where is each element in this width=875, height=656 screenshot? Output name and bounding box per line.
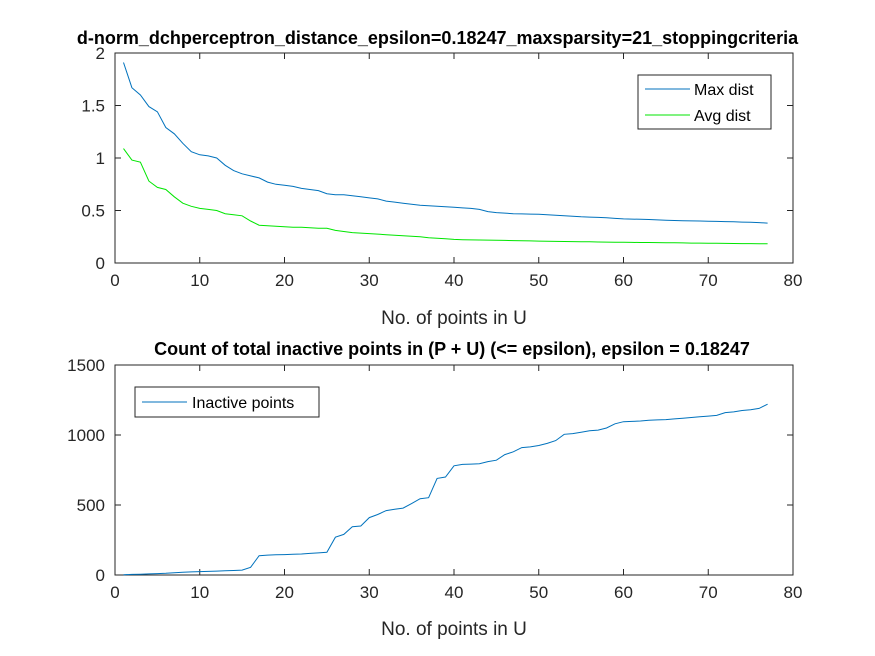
y-tick-label: 1.5 bbox=[81, 97, 105, 116]
x-tick-label: 70 bbox=[699, 271, 718, 290]
legend: Inactive points bbox=[134, 386, 320, 418]
x-tick-label: 20 bbox=[275, 271, 294, 290]
x-tick-label: 30 bbox=[360, 271, 379, 290]
legend-label-inactive-points: Inactive points bbox=[192, 395, 294, 412]
y-tick-label: 500 bbox=[77, 496, 105, 515]
x-tick-label: 0 bbox=[110, 271, 119, 290]
x-tick-label: 50 bbox=[529, 583, 548, 602]
legend-label-avg-dist: Avg dist bbox=[694, 108, 751, 125]
y-tick-label: 1 bbox=[96, 149, 105, 168]
x-tick-label: 60 bbox=[614, 583, 633, 602]
x-tick-label: 60 bbox=[614, 271, 633, 290]
x-tick-label: 20 bbox=[275, 583, 294, 602]
legend-box bbox=[637, 74, 772, 130]
y-tick-label: 1500 bbox=[67, 356, 105, 375]
y-tick-label: 2 bbox=[96, 44, 105, 63]
axis-ticks: 0 10 20 30 40 50 60 70 80 0 0.5 1 1.5 2 bbox=[81, 44, 802, 290]
max-avg-distance-chart: d-norm_dchperceptron_distance_epsilon=0.… bbox=[77, 28, 803, 329]
x-tick-label: 80 bbox=[784, 271, 803, 290]
x-tick-label: 10 bbox=[190, 583, 209, 602]
y-tick-label: 0 bbox=[96, 566, 105, 585]
x-axis-label: No. of points in U bbox=[381, 619, 527, 640]
inactive-points-chart: Count of total inactive points in (P + U… bbox=[67, 339, 802, 640]
axis-ticks: 0 10 20 30 40 50 60 70 80 0 500 1000 1500 bbox=[67, 356, 802, 602]
x-tick-label: 40 bbox=[445, 583, 464, 602]
series-layer bbox=[123, 62, 768, 245]
x-tick-label: 80 bbox=[784, 583, 803, 602]
legend-label-max-dist: Max dist bbox=[694, 82, 754, 99]
chart-title: Count of total inactive points in (P + U… bbox=[154, 339, 750, 359]
x-tick-label: 0 bbox=[110, 583, 119, 602]
series-layer bbox=[123, 403, 768, 576]
chart-title: d-norm_dchperceptron_distance_epsilon=0.… bbox=[77, 28, 799, 48]
x-axis-label: No. of points in U bbox=[381, 308, 527, 329]
x-tick-label: 70 bbox=[699, 583, 718, 602]
series-line-max-dist bbox=[123, 62, 768, 224]
y-tick-label: 1000 bbox=[67, 426, 105, 445]
y-tick-label: 0 bbox=[96, 254, 105, 273]
y-tick-label: 0.5 bbox=[81, 202, 105, 221]
x-tick-label: 40 bbox=[445, 271, 464, 290]
x-tick-label: 10 bbox=[190, 271, 209, 290]
series-line-inactive-points bbox=[123, 403, 768, 576]
x-tick-label: 50 bbox=[529, 271, 548, 290]
x-tick-label: 30 bbox=[360, 583, 379, 602]
legend: Max dist Avg dist bbox=[637, 74, 772, 130]
series-line-avg-dist bbox=[123, 148, 768, 245]
